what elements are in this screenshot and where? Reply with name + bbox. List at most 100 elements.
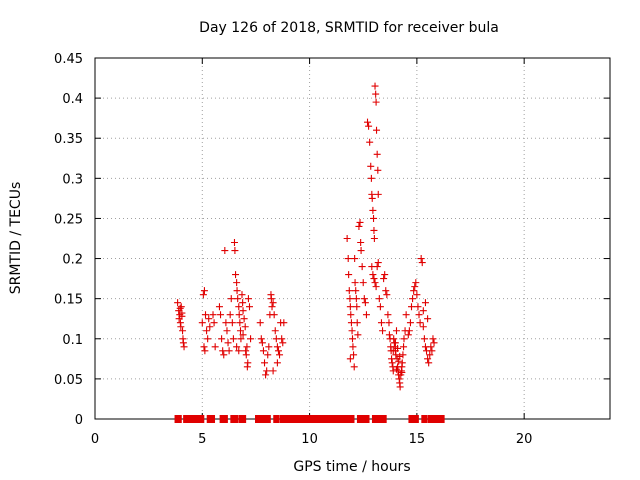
data-point	[345, 287, 353, 295]
data-point	[232, 271, 240, 279]
zero-value-cluster	[255, 415, 271, 423]
data-point	[371, 279, 379, 287]
data-point	[211, 343, 219, 351]
zero-value-cluster	[356, 415, 370, 423]
data-point	[426, 351, 434, 359]
data-point	[370, 275, 378, 283]
data-point	[412, 279, 420, 287]
data-point	[375, 295, 383, 303]
y-tick-label: 0.25	[54, 212, 83, 227]
zero-value-cluster	[427, 415, 445, 423]
data-point	[402, 311, 410, 319]
zero-value-cluster	[408, 415, 419, 423]
data-point	[372, 283, 380, 291]
data-point	[267, 295, 275, 303]
data-point	[210, 319, 218, 327]
data-point	[224, 339, 232, 347]
data-point	[223, 327, 231, 335]
x-tick-label: 0	[91, 432, 99, 447]
y-axis-label: SRMTID / TECUs	[8, 182, 24, 295]
data-point	[218, 335, 226, 343]
data-point	[385, 319, 393, 327]
y-tick-label: 0	[75, 413, 83, 428]
data-point	[384, 311, 392, 319]
data-point	[366, 138, 374, 146]
data-point	[198, 319, 206, 327]
data-point	[419, 323, 427, 331]
data-point	[177, 323, 185, 331]
data-point	[353, 319, 361, 327]
x-tick-label: 15	[409, 432, 426, 447]
data-point	[369, 206, 377, 214]
data-point	[396, 383, 404, 391]
data-point	[374, 190, 382, 198]
data-point	[353, 303, 361, 311]
axis-ticks	[94, 57, 610, 420]
data-point	[373, 126, 381, 134]
data-point	[399, 351, 407, 359]
data-point	[230, 239, 238, 247]
data-point	[244, 295, 252, 303]
data-point	[361, 299, 369, 307]
data-point	[234, 295, 242, 303]
data-point	[343, 235, 351, 242]
data-point	[394, 344, 402, 352]
data-point	[372, 90, 380, 98]
data-point	[273, 359, 281, 367]
data-point	[202, 311, 210, 319]
data-point	[425, 359, 433, 367]
y-tick-label: 0.15	[54, 293, 83, 308]
data-point	[268, 303, 276, 311]
data-point	[359, 279, 367, 287]
data-point	[238, 291, 246, 299]
data-point	[380, 275, 388, 283]
data-point	[418, 259, 426, 267]
data-point	[427, 343, 435, 351]
data-point	[242, 351, 250, 359]
data-point	[367, 162, 375, 170]
data-point	[400, 343, 408, 351]
data-point	[274, 347, 282, 355]
x-tick-label: 5	[198, 432, 206, 447]
x-tick-label: 10	[301, 432, 318, 447]
data-point	[347, 311, 355, 319]
data-point	[354, 331, 362, 339]
data-point	[357, 239, 365, 247]
y-tick-label: 0.05	[54, 373, 83, 388]
data-point	[176, 304, 184, 312]
data-point	[203, 327, 211, 335]
data-point	[415, 311, 423, 319]
data-point	[362, 311, 370, 319]
data-point	[200, 343, 208, 351]
data-point	[379, 327, 387, 335]
data-point	[370, 226, 378, 234]
data-point	[428, 347, 436, 355]
data-point	[215, 303, 223, 311]
data-point	[413, 291, 421, 299]
y-tick-label: 0.35	[54, 132, 83, 147]
data-point	[383, 291, 391, 299]
data-point	[411, 283, 419, 291]
data-point	[365, 122, 373, 130]
zero-value-cluster	[183, 415, 205, 423]
data-point	[221, 247, 229, 255]
data-point	[257, 335, 265, 343]
data-point	[227, 295, 235, 303]
data-point	[246, 303, 253, 311]
data-point	[236, 319, 244, 327]
data-point	[179, 327, 187, 335]
data-point	[404, 331, 412, 339]
data-point	[344, 255, 352, 263]
data-point	[259, 347, 267, 355]
zero-value-cluster	[371, 415, 387, 423]
data-point	[419, 307, 427, 315]
data-points	[174, 82, 438, 391]
data-point	[420, 335, 428, 343]
data-point	[416, 319, 424, 327]
data-point	[235, 311, 243, 319]
data-point	[395, 357, 403, 365]
data-point	[368, 194, 376, 202]
data-point	[382, 287, 390, 295]
